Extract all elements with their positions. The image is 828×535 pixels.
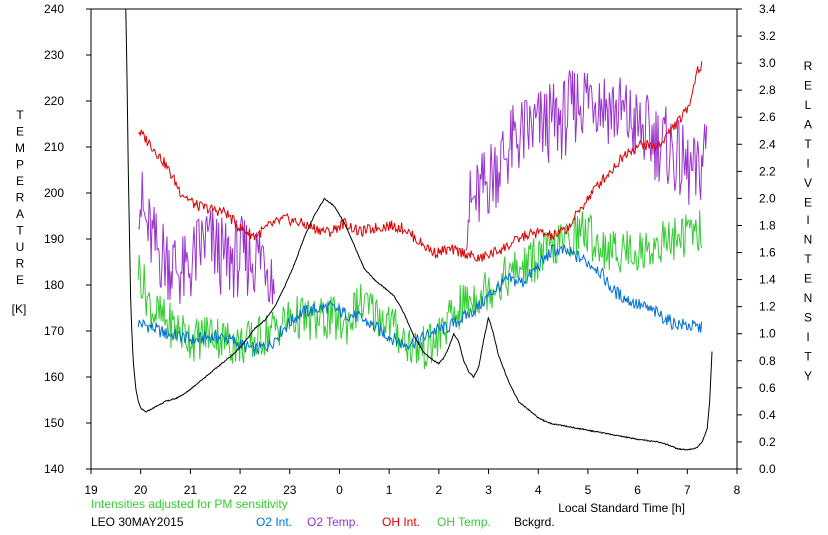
legend-item-oh-int: OH Int. bbox=[382, 515, 420, 529]
right-tick-label: 3.4 bbox=[759, 2, 776, 16]
right-tick-label: 2.8 bbox=[759, 83, 776, 97]
right-axis-label-letter: T bbox=[804, 137, 812, 151]
x-tick-label: 8 bbox=[734, 483, 741, 497]
right-axis-label-letter: T bbox=[804, 252, 812, 266]
x-tick-label: 5 bbox=[585, 483, 592, 497]
note-text: Intensities adjusted for PM sensitivity bbox=[91, 497, 288, 511]
left-axis-label-letter: P bbox=[16, 158, 24, 172]
series-line-bckgrd bbox=[125, 9, 713, 451]
series-line-oh-int bbox=[137, 61, 703, 263]
right-axis-label-letter: A bbox=[804, 118, 812, 132]
x-tick-label: 0 bbox=[336, 483, 343, 497]
left-tick-label: 240 bbox=[44, 2, 64, 16]
series-line-o2-temp bbox=[465, 70, 708, 251]
legend-item-oh-temp: OH Temp. bbox=[437, 515, 491, 529]
right-axis-label-letter: E bbox=[804, 272, 812, 286]
right-axis-label-letter: T bbox=[804, 350, 812, 364]
left-axis-label-letter: E bbox=[16, 174, 24, 188]
legend-item-o2-temp: O2 Temp. bbox=[307, 515, 359, 529]
left-y-axis: 140 150 160 170 180 190 200 210 220 230 240 bbox=[44, 2, 91, 476]
legend-item-o2-int: O2 Int. bbox=[256, 515, 292, 529]
left-axis-label-letter: R bbox=[16, 191, 25, 205]
x-tick-label: 20 bbox=[134, 483, 148, 497]
right-axis-label-letter: I bbox=[806, 330, 809, 344]
left-tick-label: 140 bbox=[44, 462, 64, 476]
right-tick-label: 0.2 bbox=[759, 435, 776, 449]
x-tick-label: 1 bbox=[386, 483, 393, 497]
left-tick-label: 230 bbox=[44, 48, 64, 62]
right-axis-label-letter: L bbox=[805, 98, 812, 112]
right-axis-label-letter: N bbox=[804, 291, 813, 305]
right-tick-label: 2.0 bbox=[759, 191, 776, 205]
right-tick-label: 0.0 bbox=[759, 462, 776, 476]
right-tick-label: 3.0 bbox=[759, 56, 776, 70]
right-tick-label: 0.6 bbox=[759, 381, 776, 395]
right-tick-label: 1.6 bbox=[759, 246, 776, 260]
right-tick-label: 0.4 bbox=[759, 408, 776, 422]
right-axis-label-letter: Y bbox=[804, 369, 812, 383]
right-tick-label: 2.6 bbox=[759, 110, 776, 124]
left-axis-label-letter: M bbox=[15, 141, 25, 155]
left-tick-label: 190 bbox=[44, 232, 64, 246]
station-date: LEO 30MAY2015 bbox=[91, 515, 184, 529]
x-tick-label: 3 bbox=[485, 483, 492, 497]
x-tick-label: 23 bbox=[283, 483, 297, 497]
left-tick-label: 220 bbox=[44, 94, 64, 108]
right-axis-label-letter: R bbox=[804, 59, 813, 73]
x-tick-label: 7 bbox=[684, 483, 691, 497]
x-tick-label: 4 bbox=[535, 483, 542, 497]
x-tick-label: 22 bbox=[233, 483, 247, 497]
left-tick-label: 180 bbox=[44, 278, 64, 292]
right-axis-label-letter: E bbox=[804, 79, 812, 93]
right-tick-label: 1.4 bbox=[759, 273, 776, 287]
x-axis-label: Local Standard Time [h] bbox=[558, 501, 685, 515]
left-axis-label-letter: E bbox=[16, 273, 24, 287]
left-axis-label-letter: T bbox=[16, 108, 24, 122]
right-y-axis: 0.0 0.2 0.4 0.6 0.8 1.0 1.2 1.4 1.6 1.8 2.0 2.2 2.4 2… bbox=[737, 2, 776, 476]
right-axis-label-letter: E bbox=[804, 196, 812, 210]
x-tick-label: 6 bbox=[634, 483, 641, 497]
left-tick-label: 200 bbox=[44, 186, 64, 200]
series-line-o2-int bbox=[137, 243, 703, 357]
left-axis-label-letter: U bbox=[16, 240, 25, 254]
left-axis-label-letter: T bbox=[16, 224, 24, 238]
right-tick-label: 2.4 bbox=[759, 137, 776, 151]
legend-item-bckgrd: Bckgrd. bbox=[514, 515, 555, 529]
left-axis-unit: [K] bbox=[12, 302, 27, 316]
left-axis-label-letter: E bbox=[16, 125, 24, 139]
left-axis-label-letter: A bbox=[16, 207, 24, 221]
x-tick-label: 19 bbox=[84, 483, 98, 497]
x-tick-label: 2 bbox=[436, 483, 443, 497]
right-tick-label: 1.8 bbox=[759, 218, 776, 232]
right-tick-label: 1.0 bbox=[759, 327, 776, 341]
right-axis-label-letter: I bbox=[806, 157, 809, 171]
right-tick-label: 3.2 bbox=[759, 29, 776, 43]
right-tick-label: 1.2 bbox=[759, 300, 776, 314]
left-tick-label: 210 bbox=[44, 140, 64, 154]
right-axis-label-letter: V bbox=[804, 176, 812, 190]
series-layer bbox=[125, 9, 713, 451]
right-axis-label-letter: I bbox=[806, 213, 809, 227]
series-line-o2-temp bbox=[137, 171, 275, 305]
left-axis-label-letter: R bbox=[16, 257, 25, 271]
right-tick-label: 2.2 bbox=[759, 164, 776, 178]
right-axis-label-letter: N bbox=[804, 233, 813, 247]
left-tick-label: 150 bbox=[44, 416, 64, 430]
left-tick-label: 170 bbox=[44, 324, 64, 338]
left-tick-label: 160 bbox=[44, 370, 64, 384]
right-tick-label: 0.8 bbox=[759, 354, 776, 368]
legend: O2 Int. O2 Temp. OH Int. OH Temp. Bckgrd. bbox=[256, 515, 555, 529]
x-axis: 19 20 21 22 23 0 1 2 3 4 5 6 7 8 bbox=[84, 469, 741, 497]
x-tick-label: 21 bbox=[184, 483, 198, 497]
right-axis-label-letter: S bbox=[804, 311, 812, 325]
